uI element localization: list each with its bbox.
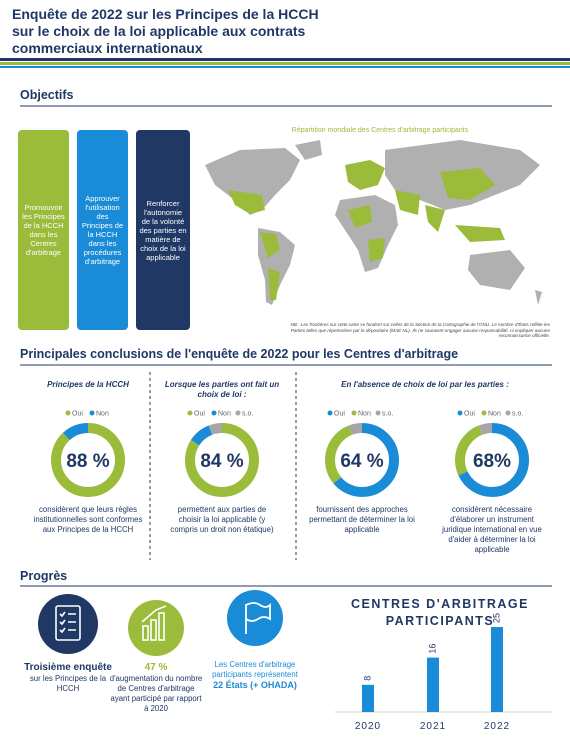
group-heading: En l'absence de choix de loi par les par… <box>341 380 509 389</box>
map-region <box>228 190 265 214</box>
card-title: 22 États (+ OHADA) <box>213 680 297 690</box>
objective-box <box>18 130 69 330</box>
legend-dot <box>505 410 511 416</box>
bar <box>427 657 439 712</box>
chart-title: CENTRES D'ARBITRAGE PARTICIPANTS <box>350 597 529 628</box>
legend-dot <box>65 410 71 416</box>
section-heading: Principales conclusions de l'enquête de … <box>20 347 459 361</box>
map-new-zealand <box>535 290 542 305</box>
donut-segment <box>455 423 529 497</box>
map-region <box>425 205 445 232</box>
legend-label: Non <box>488 411 501 418</box>
legend-dot <box>327 410 333 416</box>
donut-segment <box>325 423 399 497</box>
card-text: sur les Principes de la HCCH <box>29 674 107 693</box>
map-north-america <box>205 148 300 215</box>
conclusion-description: permettent aux parties de choisir la loi… <box>170 505 274 534</box>
icon-states <box>227 590 283 646</box>
legend-label: s.o. <box>242 411 253 418</box>
donut-value: 84 % <box>200 451 243 472</box>
page-title: Enquête de 2022 sur les Principes de la … <box>12 6 319 56</box>
legend-label: Non <box>358 411 371 418</box>
legend-label: s.o. <box>512 411 523 418</box>
objective-box <box>77 130 128 330</box>
bar-value-label: 25 <box>491 613 501 623</box>
section-heading: Progrès <box>20 569 68 583</box>
progress-card: Les Centres d'arbitrage participants rep… <box>207 660 303 691</box>
map-region <box>395 190 420 215</box>
map-greenland <box>295 140 322 160</box>
objective-text: Renforcer l'autonomie de la volonté des … <box>139 198 187 262</box>
legend-dot <box>187 410 193 416</box>
icon-bar-growth <box>141 605 167 641</box>
bar <box>491 627 503 712</box>
donut-segment <box>51 423 125 497</box>
map-note: NB : Les frontières sur cette carte se f… <box>290 322 550 339</box>
stripe <box>0 58 570 61</box>
conclusion-description: considèrent que leurs règles institution… <box>33 505 143 534</box>
legend-label: Non <box>96 411 109 418</box>
legend-dot <box>481 410 487 416</box>
icon-survey <box>38 594 98 654</box>
map-region <box>440 168 495 200</box>
donut-value: 68% <box>473 451 511 472</box>
icon-checklist <box>55 605 81 641</box>
donut-segment <box>325 423 399 497</box>
map-europe <box>345 160 385 190</box>
map-region <box>348 205 372 228</box>
icon-flag <box>245 602 271 634</box>
x-tick-label: 2020 <box>355 721 381 732</box>
legend-label: Oui <box>464 411 475 418</box>
objective-text: Approuver l'utilisation des Principes de… <box>81 194 124 266</box>
progress-card: Troisième enquête sur les Principes de l… <box>20 662 116 694</box>
legend-dot <box>89 410 95 416</box>
donut-value: 88 % <box>66 451 109 472</box>
legend-dot <box>375 410 381 416</box>
legend-label: Non <box>218 411 231 418</box>
map-region <box>368 238 385 262</box>
card-text: Les Centres d'arbitrage participants rep… <box>212 660 298 679</box>
x-tick-label: 2022 <box>484 721 510 732</box>
map-title: Répartition mondiale des Centres d'arbit… <box>291 127 469 134</box>
donut-value: 64 % <box>340 451 383 472</box>
stripe <box>0 66 570 68</box>
conclusion-description: fournissent des approches permettant de … <box>309 505 415 534</box>
card-title: 47 % <box>144 662 168 673</box>
legend-label: Oui <box>72 411 83 418</box>
legend-label: Oui <box>194 411 205 418</box>
bar-value-label: 16 <box>427 644 437 654</box>
world-map <box>205 140 542 305</box>
legend-dot <box>457 410 463 416</box>
legend-dot <box>351 410 357 416</box>
x-tick-label: 2021 <box>420 721 446 732</box>
objective-box <box>136 130 190 330</box>
donut-segment <box>185 423 259 497</box>
stripe <box>0 62 570 65</box>
conclusion-heading: Lorsque les parties ont fait un choix de… <box>164 380 280 399</box>
legend-dot <box>211 410 217 416</box>
conclusion-heading: Principes de la HCCH <box>47 380 129 389</box>
progress-card: 47 % d'augmentation du nombre de Centres… <box>108 662 204 714</box>
map-australia <box>468 250 525 290</box>
bar-value-label: 8 <box>362 676 372 681</box>
map-region <box>260 232 280 258</box>
objective-text: Promouvoir les Principes de la HCCH dans… <box>22 203 65 257</box>
card-text: d'augmentation du nombre de Centres d'ar… <box>109 674 203 713</box>
map-region <box>455 225 505 242</box>
donut-segment <box>455 423 529 497</box>
legend-label: s.o. <box>382 411 393 418</box>
section-heading: Objectifs <box>20 88 74 102</box>
legend-dot <box>235 410 241 416</box>
bar <box>362 684 374 712</box>
legend-label: Oui <box>334 411 345 418</box>
conclusion-description: considèrent nécessaire d'élaborer un ins… <box>442 505 542 554</box>
card-title: Troisième enquête <box>24 662 112 673</box>
map-region <box>268 268 280 300</box>
